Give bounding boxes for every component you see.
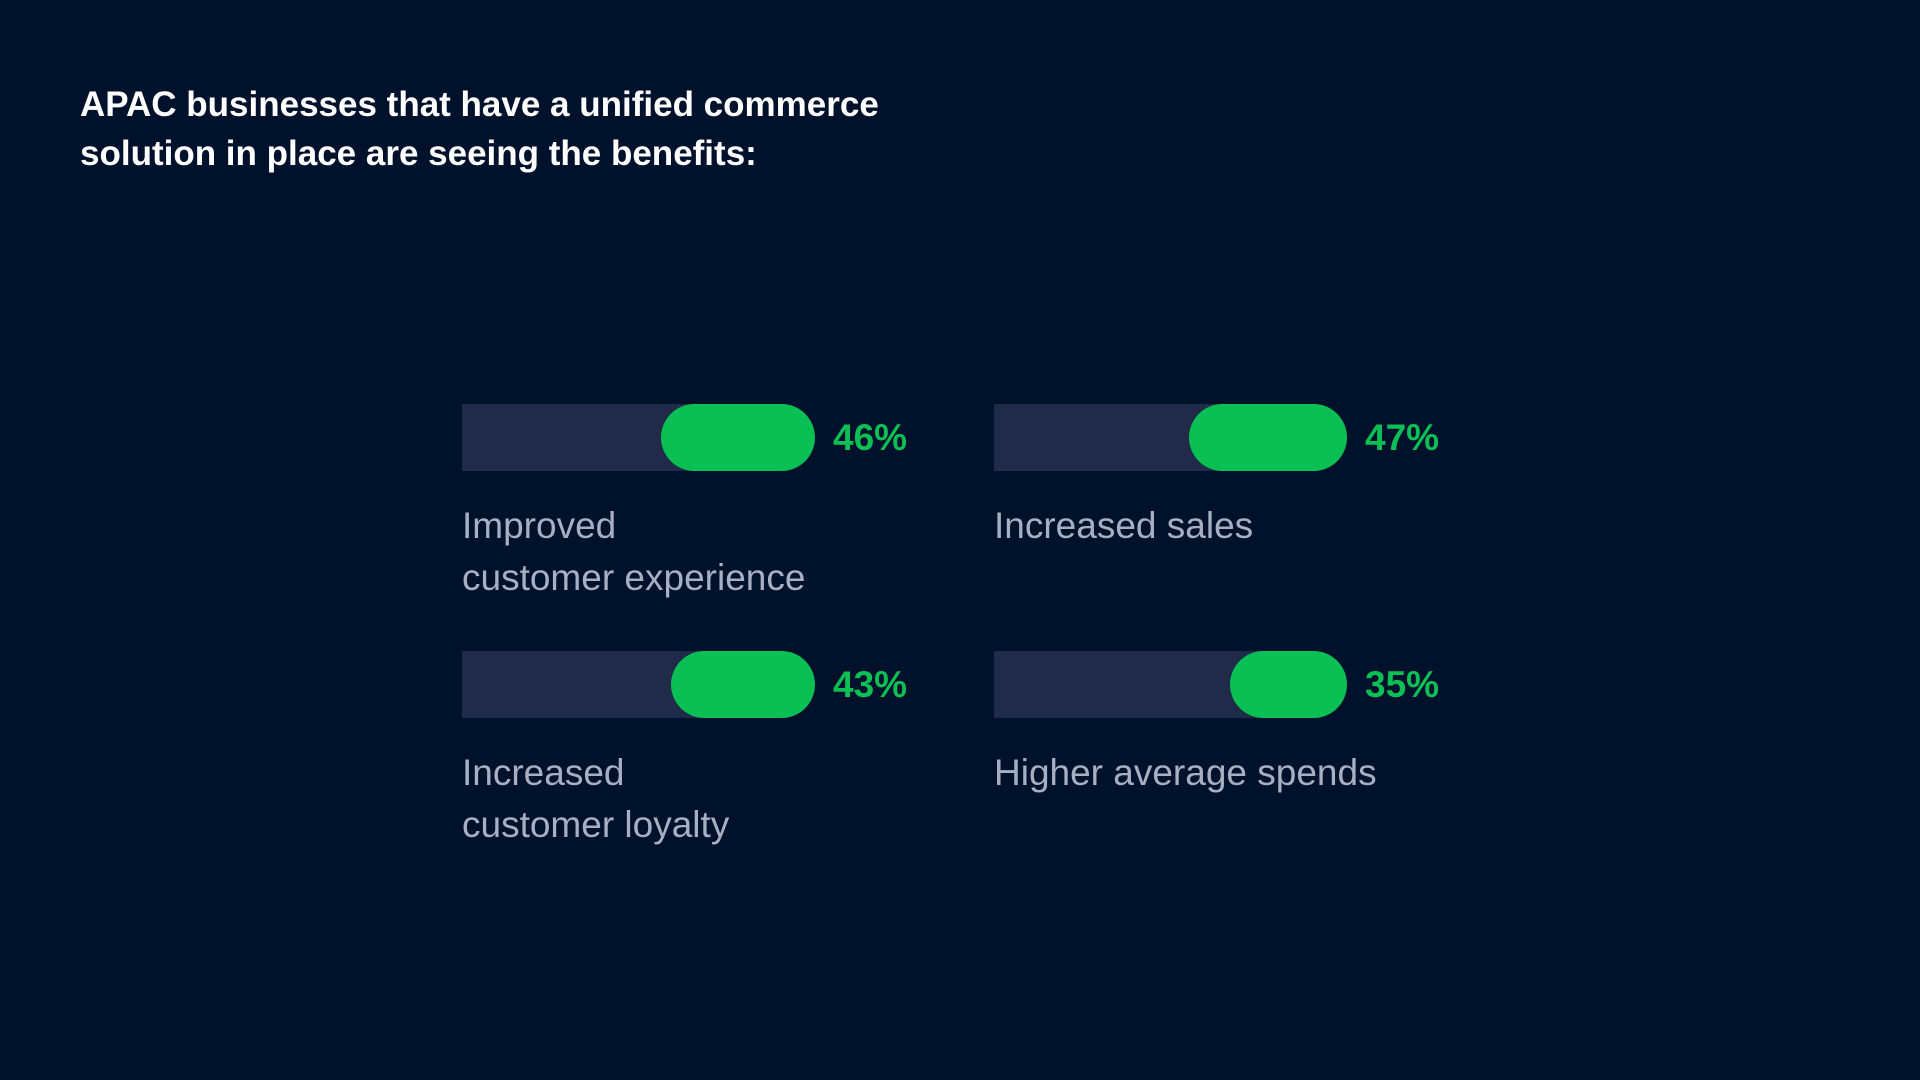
bar-track [462,404,695,471]
metric-increased-customer-loyalty: 43% Increased customer loyalty [462,651,982,845]
bar-fill [1229,651,1347,718]
bar-track [994,404,1224,471]
metric-label: Higher average spends [994,747,1377,799]
metric-label: Increased customer loyalty [462,747,729,851]
bar-fill [1189,404,1347,471]
value-label: 47% [1365,417,1440,458]
metric-bar-row: 47% [994,404,1514,471]
bar-track [994,651,1264,718]
bar-track [462,651,705,718]
title-line-2: solution in place are seeing the benefit… [80,134,757,173]
title-line-1: APAC businesses that have a unified comm… [80,85,879,124]
metric-bar-row: 43% [462,651,982,718]
metric-bar-row: 46% [462,404,982,471]
page-title: APAC businesses that have a unified comm… [80,80,980,178]
metric-increased-sales: 47% Increased sales [994,404,1514,546]
metric-label-line-2: customer loyalty [462,804,730,845]
metric-label-line-1: Higher average spends [994,752,1377,793]
metric-label-line-1: Improved [462,505,617,546]
value-label: 46% [833,417,908,458]
value-label: 43% [833,664,908,705]
metric-bar-row: 35% [994,651,1514,718]
metric-label-line-2: customer experience [462,557,806,598]
metric-improved-customer-experience: 46% Improved customer experience [462,404,982,598]
bar-fill [660,404,815,471]
metric-higher-average-spends: 35% Higher average spends [994,651,1514,793]
value-label: 35% [1365,664,1440,705]
metric-label: Improved customer experience [462,500,805,604]
metric-label: Increased sales [994,500,1253,552]
bar-fill [670,651,815,718]
metric-label-line-1: Increased [462,752,625,793]
metric-label-line-1: Increased sales [994,505,1254,546]
